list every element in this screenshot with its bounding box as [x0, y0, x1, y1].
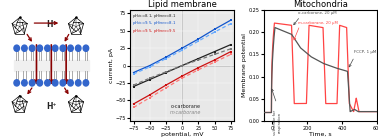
Circle shape: [83, 45, 89, 51]
Text: H⁺: H⁺: [46, 20, 57, 29]
Title: Lipid membrane: Lipid membrane: [148, 0, 217, 9]
Text: FCCP, 1 μM: FCCP, 1 μM: [354, 50, 376, 54]
Text: H⁺: H⁺: [46, 102, 57, 111]
Circle shape: [37, 45, 43, 51]
Circle shape: [22, 45, 27, 51]
Circle shape: [53, 80, 58, 86]
Circle shape: [68, 80, 73, 86]
Y-axis label: current, pA: current, pA: [109, 48, 114, 83]
Y-axis label: Membrane potential: Membrane potential: [242, 34, 247, 97]
Title: Mitochondria: Mitochondria: [293, 0, 348, 9]
Text: m-carborane: m-carborane: [170, 110, 201, 115]
Text: pH$_{cis}$=9.5, pH$_{trans}$=9.5: pH$_{cis}$=9.5, pH$_{trans}$=9.5: [132, 27, 176, 35]
Text: o-carborane, 20 μM: o-carborane, 20 μM: [298, 10, 337, 14]
Text: pH$_{cis}$=9.5, pH$_{trans}$=8.1: pH$_{cis}$=9.5, pH$_{trans}$=8.1: [132, 19, 176, 27]
Text: substrate for
respiration: substrate for respiration: [273, 110, 281, 135]
Circle shape: [29, 80, 35, 86]
Text: pH$_{cis}$=8.1, pH$_{trans}$=8.1: pH$_{cis}$=8.1, pH$_{trans}$=8.1: [132, 12, 176, 20]
Circle shape: [45, 80, 50, 86]
Circle shape: [83, 80, 89, 86]
Circle shape: [45, 45, 50, 51]
Circle shape: [14, 45, 20, 51]
X-axis label: Time, s: Time, s: [309, 132, 332, 137]
Circle shape: [14, 80, 20, 86]
Circle shape: [53, 45, 58, 51]
Text: o-carborane: o-carborane: [170, 104, 200, 109]
Circle shape: [60, 80, 66, 86]
X-axis label: potential, mV: potential, mV: [161, 132, 203, 137]
Text: m-carborane, 20 μM: m-carborane, 20 μM: [298, 21, 338, 25]
Circle shape: [29, 45, 35, 51]
Circle shape: [60, 45, 66, 51]
Bar: [14, 60, 89, 71]
Circle shape: [76, 80, 81, 86]
Circle shape: [37, 80, 43, 86]
Circle shape: [68, 45, 73, 51]
Circle shape: [76, 45, 81, 51]
Circle shape: [22, 80, 27, 86]
